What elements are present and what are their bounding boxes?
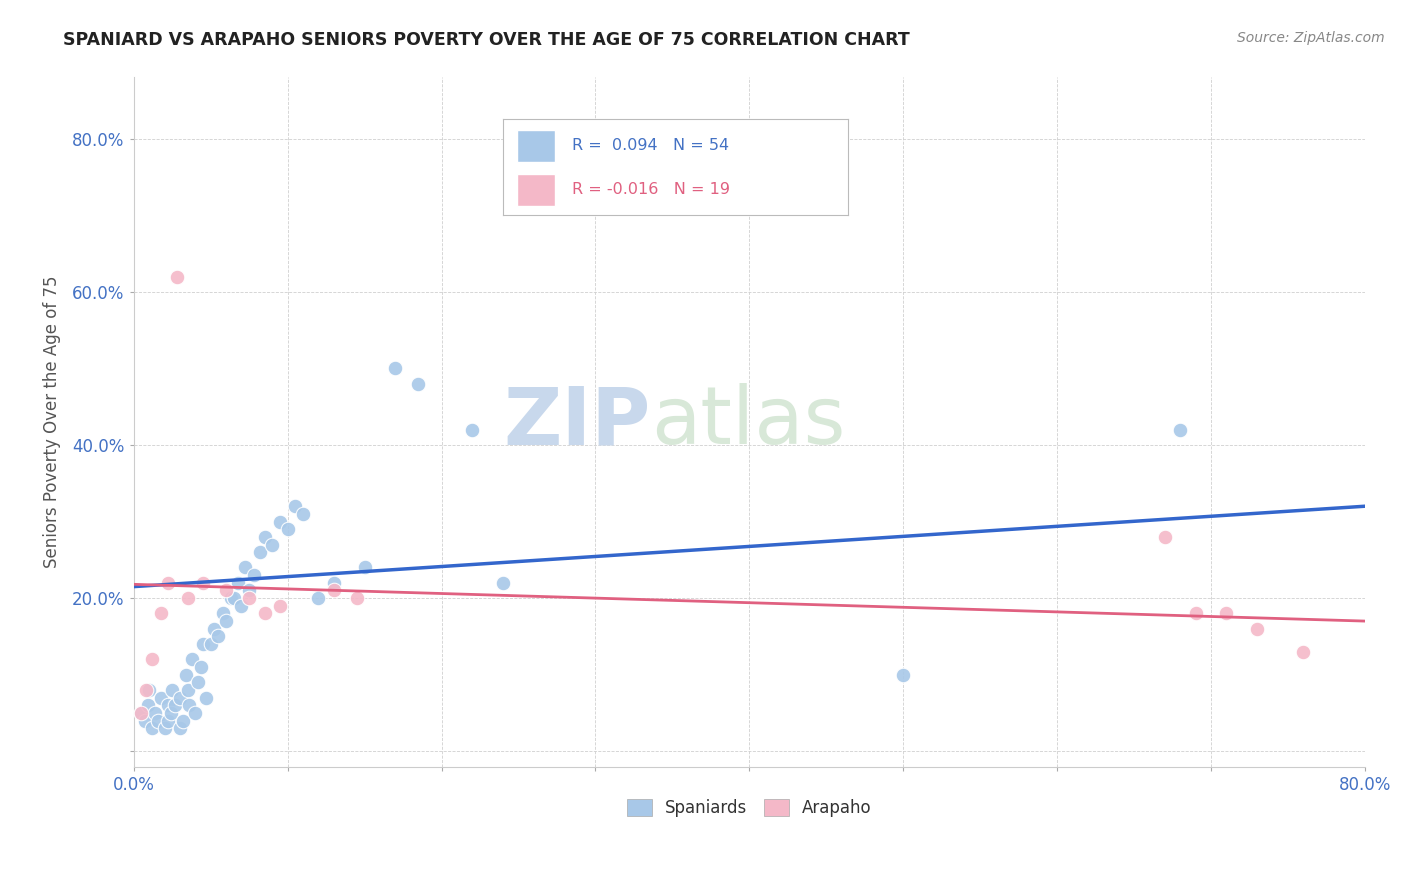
Point: [156, 575, 179, 590]
Point: [269, 515, 291, 529]
Point: [1292, 645, 1315, 659]
Point: [1168, 423, 1191, 437]
Point: [1184, 607, 1206, 621]
Point: [1153, 530, 1175, 544]
Point: [233, 560, 256, 574]
Point: [150, 690, 173, 705]
Point: [156, 714, 179, 728]
Point: [1215, 607, 1237, 621]
Point: [165, 698, 187, 713]
Point: [150, 607, 173, 621]
Point: [184, 706, 207, 720]
Point: [215, 614, 238, 628]
Point: [159, 706, 181, 720]
Point: [169, 690, 191, 705]
Text: ZIP: ZIP: [503, 383, 651, 461]
Point: [238, 591, 260, 606]
Point: [179, 698, 201, 713]
Point: [353, 560, 375, 574]
Point: [207, 629, 229, 643]
Point: [153, 721, 176, 735]
Point: [215, 583, 238, 598]
Point: [200, 637, 222, 651]
Point: [231, 599, 253, 613]
Point: [249, 545, 271, 559]
Point: [284, 500, 307, 514]
Legend: Spaniards, Arapaho: Spaniards, Arapaho: [620, 792, 879, 823]
Point: [195, 690, 218, 705]
Text: Source: ZipAtlas.com: Source: ZipAtlas.com: [1237, 31, 1385, 45]
Point: [143, 706, 166, 720]
Point: [408, 376, 430, 391]
Point: [134, 714, 156, 728]
Point: [238, 583, 260, 598]
Point: [269, 599, 291, 613]
Point: [131, 706, 153, 720]
Point: [176, 683, 198, 698]
Point: [181, 652, 204, 666]
Point: [212, 607, 235, 621]
Point: [202, 622, 225, 636]
Y-axis label: Seniors Poverty Over the Age of 75: Seniors Poverty Over the Age of 75: [44, 276, 60, 568]
Point: [292, 507, 315, 521]
Point: [169, 721, 191, 735]
Point: [172, 714, 194, 728]
Point: [138, 683, 160, 698]
Point: [322, 575, 344, 590]
Point: [148, 714, 170, 728]
Point: [253, 607, 276, 621]
Point: [141, 721, 163, 735]
Point: [1246, 622, 1268, 636]
Point: [307, 591, 329, 606]
Point: [253, 530, 276, 544]
Text: atlas: atlas: [651, 383, 845, 461]
Point: [166, 269, 188, 284]
Point: [191, 575, 214, 590]
Point: [262, 537, 284, 551]
Point: [135, 683, 157, 698]
Point: [190, 660, 212, 674]
Text: SPANIARD VS ARAPAHO SENIORS POVERTY OVER THE AGE OF 75 CORRELATION CHART: SPANIARD VS ARAPAHO SENIORS POVERTY OVER…: [63, 31, 910, 49]
Point: [156, 698, 179, 713]
Point: [141, 652, 163, 666]
Point: [228, 575, 250, 590]
Point: [222, 591, 245, 606]
Point: [461, 423, 484, 437]
Point: [176, 591, 198, 606]
Point: [277, 522, 299, 536]
Point: [136, 698, 159, 713]
Point: [131, 706, 153, 720]
Point: [891, 667, 914, 681]
Point: [160, 683, 183, 698]
Point: [346, 591, 368, 606]
Point: [187, 675, 209, 690]
Point: [191, 637, 214, 651]
Point: [322, 583, 344, 598]
Point: [174, 667, 197, 681]
Point: [492, 575, 515, 590]
Point: [219, 591, 242, 606]
Point: [243, 568, 266, 582]
Point: [384, 361, 406, 376]
